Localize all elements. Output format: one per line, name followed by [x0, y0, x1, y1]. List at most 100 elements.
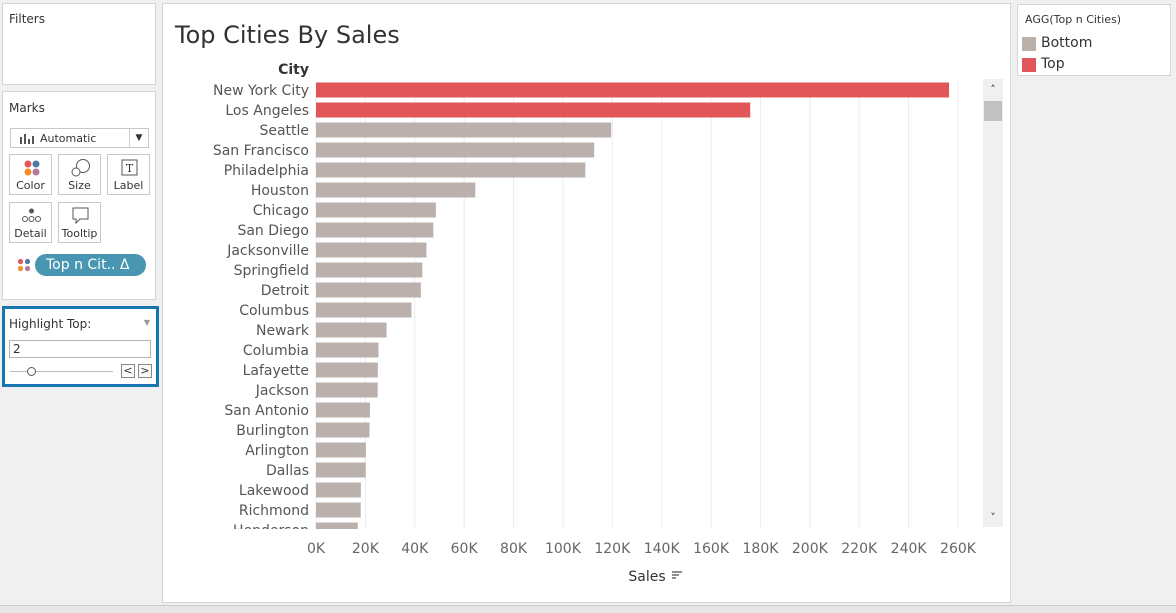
detail-button[interactable]: Detail	[9, 202, 52, 243]
bar[interactable]	[316, 162, 586, 178]
color-button[interactable]: Color	[9, 154, 52, 195]
city-label[interactable]: Jackson	[255, 383, 309, 399]
sheet-tab-bar[interactable]	[0, 605, 1176, 613]
marks-title: Marks	[9, 101, 45, 115]
bars-group: New York City Los Angeles Seattle San Franc…	[213, 82, 950, 539]
svg-text:T: T	[126, 162, 134, 175]
legend-swatch	[1022, 37, 1036, 51]
bar[interactable]	[316, 522, 358, 538]
bar[interactable]	[316, 322, 387, 338]
increment-button[interactable]: >	[138, 364, 152, 378]
city-label[interactable]: Springfield	[234, 263, 309, 279]
bar[interactable]	[316, 222, 434, 238]
chart-title: Top Cities By Sales	[175, 21, 400, 49]
filters-shelf[interactable]: Filters	[2, 3, 156, 85]
x-axis-title: Sales	[628, 569, 665, 585]
bar-chart: 0K 20K 40K 60K 80K 100K 120K 140K 160K 180K 200K 22…	[213, 62, 977, 585]
slider-handle[interactable]	[26, 367, 36, 376]
x-tick-label: 180K	[743, 541, 780, 557]
city-label[interactable]: Lafayette	[243, 363, 309, 379]
city-label[interactable]: Newark	[256, 323, 310, 339]
bar[interactable]	[316, 422, 370, 438]
bar[interactable]	[316, 342, 379, 358]
x-tick-label: 140K	[644, 541, 681, 557]
x-tick-label: 0K	[307, 541, 326, 557]
bar[interactable]	[316, 242, 427, 258]
x-tick-label: 100K	[545, 541, 582, 557]
slider-track[interactable]	[10, 371, 113, 372]
city-label[interactable]: Seattle	[259, 123, 309, 139]
city-label[interactable]: Columbus	[239, 303, 309, 319]
city-label[interactable]: Dallas	[266, 463, 309, 479]
scrollbar-thumb[interactable]	[984, 101, 1002, 121]
mark-type-dropdown[interactable]: Automatic ▼	[10, 128, 149, 148]
tooltip-button[interactable]: Tooltip	[58, 202, 101, 243]
bar[interactable]	[316, 302, 412, 318]
bar[interactable]	[316, 142, 595, 158]
city-label[interactable]: Lakewood	[239, 483, 309, 499]
filters-title: Filters	[9, 12, 45, 26]
bar[interactable]	[316, 402, 370, 418]
city-label[interactable]: Philadelphia	[224, 163, 309, 179]
chevron-down-icon[interactable]: ▼	[143, 318, 150, 327]
city-label[interactable]: Columbia	[243, 343, 309, 359]
chart-view: Top Cities By Sales 0K 20K 40K 60K 80K 100K 12…	[162, 3, 1011, 603]
color-icon	[24, 160, 40, 176]
bar[interactable]	[316, 202, 436, 218]
color-encoding-icon	[17, 258, 31, 272]
city-label[interactable]: Burlington	[236, 423, 309, 439]
label-button-label: Label	[113, 179, 144, 192]
city-label[interactable]: Richmond	[239, 503, 309, 519]
city-label[interactable]: Chicago	[253, 203, 309, 219]
bar[interactable]	[316, 122, 612, 138]
bar[interactable]	[316, 482, 361, 498]
x-tick-label: 260K	[940, 541, 977, 557]
city-label[interactable]: New York City	[213, 83, 309, 99]
parameter-value-input[interactable]: 2	[9, 340, 151, 358]
bar[interactable]	[316, 262, 423, 278]
scroll-down-button[interactable]: ˅	[990, 511, 996, 524]
label-button[interactable]: T Label	[107, 154, 150, 195]
city-label[interactable]: Henderson	[233, 523, 309, 539]
highlight-top-parameter: Highlight Top: ▼ 2 < >	[2, 306, 159, 387]
legend-title: AGG(Top n Cities)	[1025, 13, 1122, 26]
bar[interactable]	[316, 82, 950, 98]
chevron-down-icon: ▼	[129, 129, 148, 147]
bar[interactable]	[316, 462, 366, 478]
city-label[interactable]: San Francisco	[213, 143, 309, 159]
bar[interactable]	[316, 102, 751, 118]
size-button[interactable]: Size	[58, 154, 101, 195]
detail-button-label: Detail	[14, 227, 47, 240]
decrement-button[interactable]: <	[121, 364, 135, 378]
x-tick-label: 60K	[451, 541, 479, 557]
x-tick-label: 160K	[693, 541, 730, 557]
top-n-cities-pill[interactable]: Top n Cit.. Δ	[35, 254, 146, 276]
x-tick-label: 240K	[891, 541, 928, 557]
size-button-label: Size	[68, 179, 91, 192]
city-label[interactable]: San Diego	[237, 223, 309, 239]
scroll-up-button[interactable]: ˄	[990, 83, 996, 96]
x-tick-label: 220K	[841, 541, 878, 557]
mark-type-label: Automatic	[40, 132, 97, 145]
bar[interactable]	[316, 502, 361, 518]
bar-chart-icon	[20, 134, 34, 144]
city-label[interactable]: Arlington	[245, 443, 309, 459]
vertical-scrollbar[interactable]: ˄ ˅	[983, 79, 1003, 527]
sort-icon[interactable]	[672, 571, 682, 579]
bar[interactable]	[316, 442, 366, 458]
bar[interactable]	[316, 382, 378, 398]
city-label[interactable]: San Antonio	[224, 403, 309, 419]
row-header: City	[278, 62, 309, 78]
city-label[interactable]: Jacksonville	[226, 243, 309, 259]
city-label[interactable]: Detroit	[261, 283, 310, 299]
bar[interactable]	[316, 282, 421, 298]
city-label[interactable]: Los Angeles	[225, 103, 309, 119]
detail-icon	[22, 208, 41, 222]
legend-swatch	[1022, 58, 1036, 72]
bar[interactable]	[316, 362, 378, 378]
city-label[interactable]: Houston	[251, 183, 309, 199]
bar[interactable]	[316, 182, 476, 198]
parameter-title: Highlight Top:	[9, 317, 92, 331]
marks-card: Marks Automatic ▼ Color Size T Label	[2, 91, 156, 300]
color-legend: AGG(Top n Cities) Bottom Top	[1017, 4, 1171, 76]
